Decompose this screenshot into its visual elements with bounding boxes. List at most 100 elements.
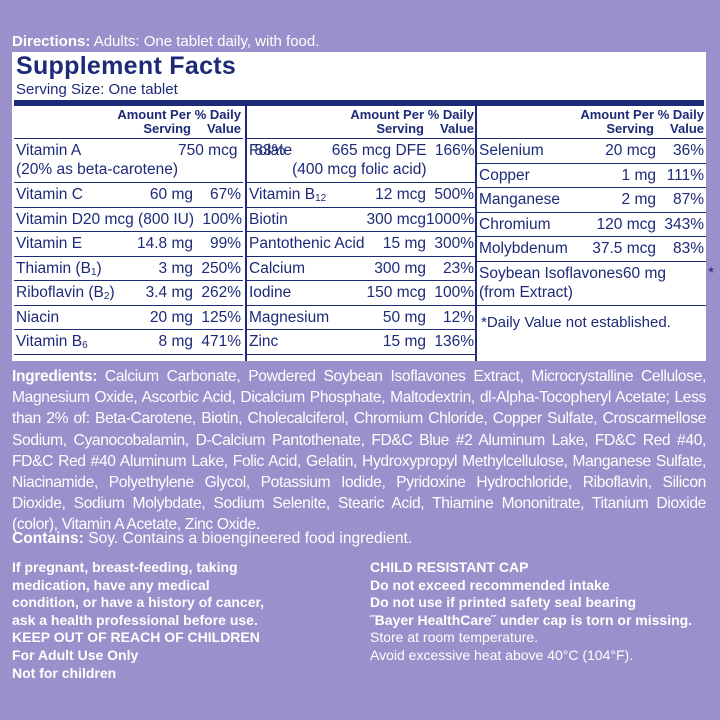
daily-value: 23% [442, 259, 474, 277]
daily-value: 67% [209, 186, 241, 203]
nutrient-row: Chromium 120 mcg 343% [477, 213, 706, 237]
amount-text: 20 mg [149, 308, 193, 326]
nutrient-name: Folate [247, 141, 292, 182]
warning-line: For Adult Use Only [12, 646, 139, 663]
nutrient-row: Vitamin E 14.8 mg 99% [14, 232, 243, 257]
nutrient-name: Vitamin B12 [247, 185, 375, 208]
daily-value: 83% [672, 240, 704, 257]
nutrient-name: Biotin [247, 210, 367, 232]
nutrient-name: Thiamin (B1) [14, 259, 159, 282]
daily-value: 1000% [426, 210, 475, 228]
warnings-left: If pregnant, breast-feeding, taking medic… [12, 559, 342, 682]
warning-bold-line: Do not exceed recommended intake [370, 576, 610, 593]
column-header: Amount Per Serving% Daily Value [14, 106, 243, 139]
daily-value: 300% [434, 235, 474, 252]
nutrient-name: Vitamin C [14, 185, 150, 207]
header-spacer [477, 108, 568, 138]
name-text: Niacin [16, 308, 60, 326]
amount: 3.4 mg [146, 283, 193, 306]
nutrient-name: Zinc [247, 332, 383, 354]
name-subscript: 1 [90, 266, 97, 278]
name-text: Vitamin D [16, 210, 83, 228]
name-text: Riboflavin (B [16, 284, 104, 301]
name-text: Vitamin B [16, 333, 83, 350]
amount-text: 14.8 mg [136, 235, 193, 252]
nutrient-name: Manganese [477, 190, 622, 212]
daily-value: 125% [201, 308, 241, 326]
nutrient-name: Niacin [14, 308, 150, 330]
name-subscript: 2 [103, 291, 110, 302]
daily-value: 500% [434, 186, 474, 203]
amount: 50 mg [383, 308, 426, 330]
daily-value: 250% [201, 259, 241, 277]
name-suffix: ) [109, 284, 115, 301]
amount-text: 60 mg [149, 186, 193, 203]
name-text: Vitamin B [249, 186, 316, 203]
name-text: Copper [479, 166, 530, 184]
nutrient-row: Biotin 300 mcg 1000% [247, 208, 476, 232]
supplement-facts-panel: Supplement Facts Serving Size: One table… [12, 52, 714, 361]
name-subscript: 12 [315, 193, 327, 204]
amount-text: 20 mcg [605, 142, 656, 159]
ingredients-label: Ingredients: [12, 368, 98, 385]
name-text: Pantothenic Acid [249, 235, 365, 252]
nutrient-row: Molybdenum 37.5 mcg 83% [477, 237, 706, 262]
nutrient-row: Soybean Isoflavones (from Extract) 60 mg * [477, 262, 714, 306]
warning-line: KEEP OUT OF REACH OF CHILDREN [12, 629, 260, 646]
amount-text: 1 mg [621, 166, 656, 184]
contains-text: Soy. Contains a bioengineered food ingre… [88, 530, 413, 547]
header-dv: % Daily Value [427, 107, 474, 136]
warning-bold-line: Do not use if printed safety seal bearin… [370, 594, 637, 611]
column-divider [245, 106, 247, 361]
daily-value: 136% [434, 333, 474, 350]
header-amount: Amount Per Serving [580, 107, 654, 136]
nutrient-row: Vitamin D 20 mcg (800 IU) 100% [14, 208, 243, 232]
name-note: (20% as beta-carotene) [16, 161, 178, 178]
contains: Contains: Soy. Contains a bioengineered … [12, 530, 412, 548]
amount-text: 750 mcg [177, 142, 238, 159]
nutrient-row: Vitamin C 60 mg 67% [14, 183, 243, 208]
header-dv: % Daily Value [657, 107, 704, 136]
daily-value: 100% [434, 284, 474, 301]
amount-text: 2 mg [621, 191, 656, 208]
amount-text: 3 mg [158, 259, 193, 277]
amount-text: 20 mcg (800 IU) [82, 210, 195, 228]
nutrient-row: Pantothenic Acid 15 mg 300% [247, 232, 476, 257]
warning-line: condition, or have a history of cancer, [12, 594, 265, 611]
nutrient-name: Calcium [247, 259, 374, 281]
nutrient-row: Iodine 150 mcg 100% [247, 281, 476, 306]
amount-text: 8 mg [158, 333, 193, 350]
directions: Directions: Adults: One tablet daily, wi… [12, 33, 319, 50]
daily-value: 166% [434, 142, 475, 159]
directions-text: Adults: One tablet daily, with food. [93, 33, 320, 50]
name-text: Chromium [479, 215, 551, 233]
amount-text: 300 mcg [366, 210, 426, 228]
nutrient-row: Vitamin A (20% as beta-carotene) 750 mcg 83… [14, 139, 285, 183]
nutrient-row: Riboflavin (B2) 3.4 mg 262% [14, 281, 243, 306]
amount: 15 mg [383, 234, 426, 256]
nutrient-row: Zinc 15 mg 136% [247, 330, 476, 355]
name-text: Magnesium [249, 308, 330, 326]
daily-value: 343% [664, 215, 704, 233]
daily-value: 111% [666, 166, 704, 184]
column-divider [475, 106, 477, 361]
name-text: Biotin [249, 210, 288, 228]
name-text: Vitamin A [16, 142, 82, 159]
amount: 14.8 mg [137, 234, 193, 256]
amount: 665 mcg DFE (400 mcg folic acid) [292, 141, 426, 182]
daily-value: 99% [209, 235, 241, 252]
warning-line: If pregnant, breast-feeding, taking [12, 559, 238, 575]
amount: 12 mcg [375, 185, 426, 208]
amount: 300 mcg [367, 210, 426, 232]
daily-value: 12% [442, 308, 474, 326]
name-subscript: 6 [82, 340, 88, 351]
name-text: Calcium [249, 259, 305, 277]
nutrient-row: Manganese 2 mg 87% [477, 188, 706, 213]
amount: 20 mcg (800 IU) [83, 210, 194, 232]
amount-text: 37.5 mcg [592, 240, 656, 257]
amount-text: 60 mg [622, 264, 666, 282]
facts-column: Amount Per Serving% Daily Value Selenium 2… [477, 106, 714, 331]
nutrient-row: Vitamin B6 8 mg 471% [14, 330, 243, 355]
amount: 120 mcg [597, 215, 656, 237]
ingredients: Ingredients: Calcium Carbonate, Powdered… [12, 366, 706, 536]
